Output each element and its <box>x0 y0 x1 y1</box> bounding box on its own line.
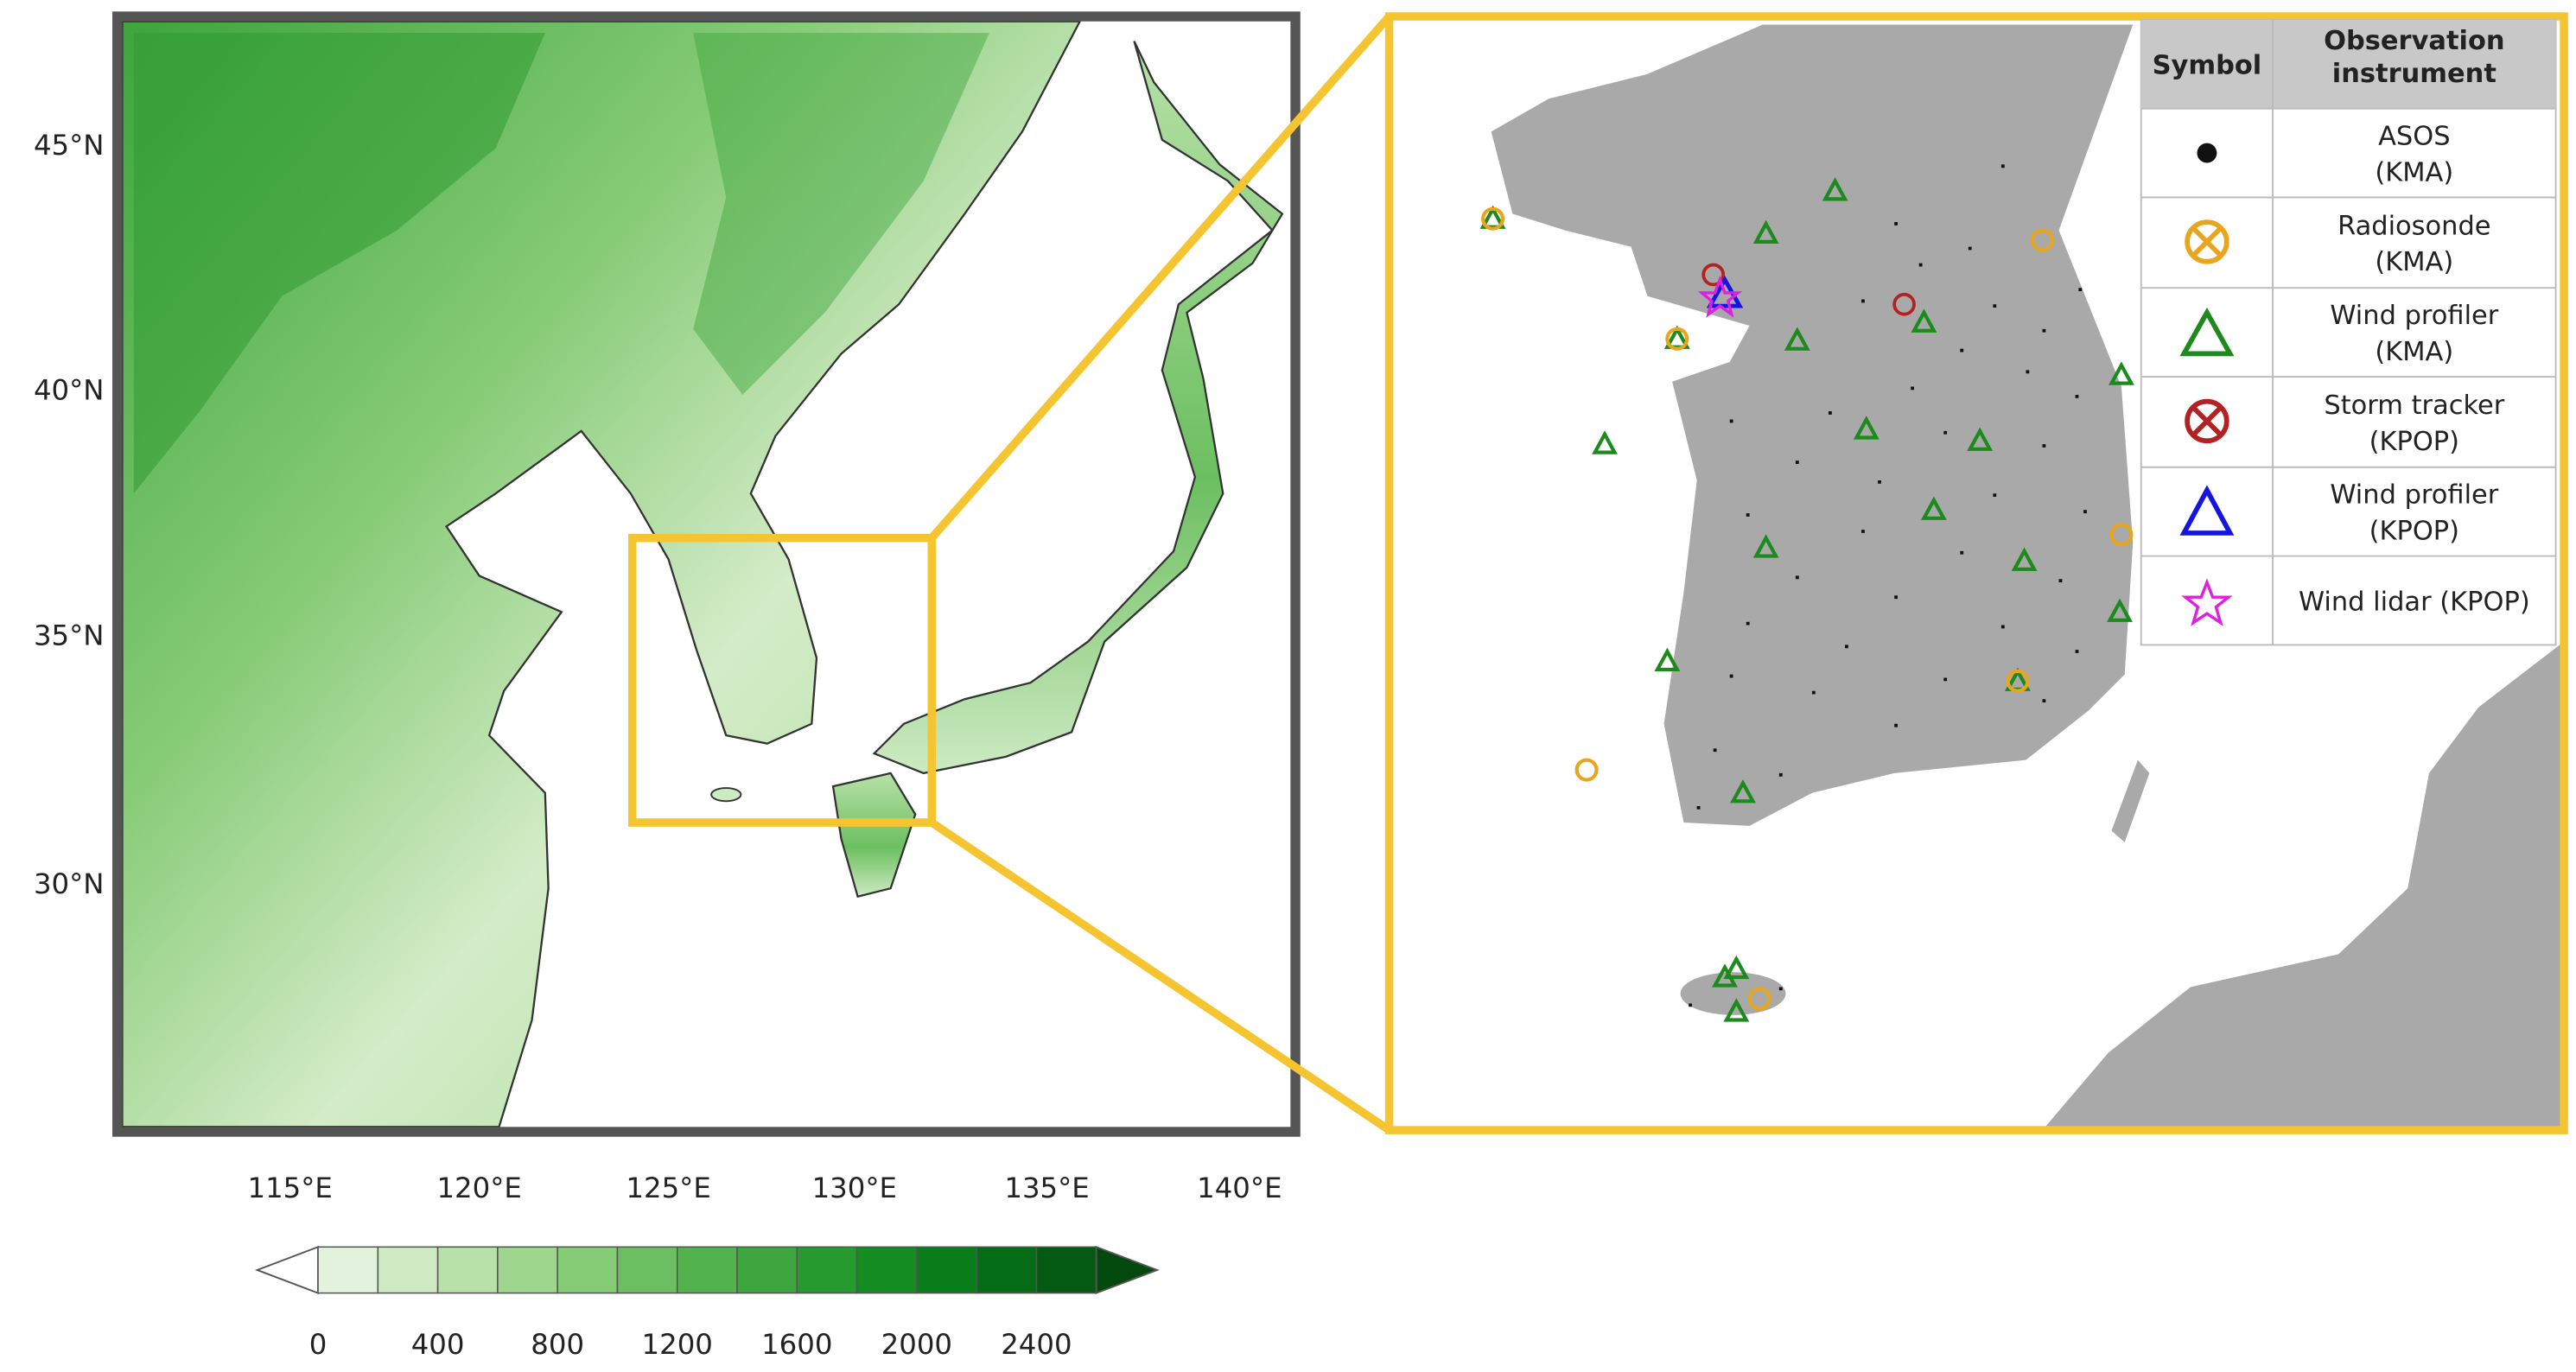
zoom-box <box>627 533 937 827</box>
colorbar-label: 0 <box>309 1328 328 1361</box>
lat-label: 45°N <box>34 129 105 162</box>
colorbar-cell <box>916 1246 977 1294</box>
colorbar-label: 800 <box>531 1328 584 1361</box>
korea <box>1491 24 2134 826</box>
legend-label: ASOS <box>2378 122 2450 152</box>
legend-label: Wind lidar (KPOP) <box>2299 587 2530 617</box>
overview-map <box>112 11 1301 1137</box>
japan <box>2042 641 2565 1131</box>
legend-label: (KPOP) <box>2369 427 2459 457</box>
colorbar-extend-high <box>1095 1245 1160 1294</box>
lat-label: 35°N <box>34 619 105 651</box>
darker-highlands <box>693 33 989 395</box>
tsushima <box>2111 759 2150 842</box>
legend-label: (KMA) <box>2375 157 2453 187</box>
lat-label: 40°N <box>34 374 105 407</box>
colorbar-cell <box>976 1246 1038 1294</box>
colorbar-label: 400 <box>411 1328 465 1361</box>
colorbar-cell <box>736 1246 798 1294</box>
lon-label: 125°E <box>626 1172 710 1204</box>
colorbar-label: 1200 <box>642 1328 713 1361</box>
asos-symbol <box>2197 143 2217 163</box>
wind-lidar <box>1697 275 1742 318</box>
kyushu <box>831 772 917 899</box>
jeju <box>710 787 742 803</box>
legend-header: Symbol <box>2153 51 2262 81</box>
colorbar-cell <box>436 1246 499 1294</box>
legend-label: (KPOP) <box>2369 517 2459 547</box>
continent <box>121 20 1082 1128</box>
colorbar-cell <box>796 1246 858 1294</box>
wind-profiler-symbol <box>2179 307 2235 357</box>
legend-label: Storm tracker <box>2324 391 2504 421</box>
legend-bg <box>2140 18 2557 646</box>
colorbar-label: 2400 <box>1001 1328 1072 1361</box>
legend-header: instrument <box>2332 59 2496 89</box>
lon-label: 130°E <box>812 1172 897 1204</box>
legend-header-bg <box>2140 19 2556 109</box>
wind-profiler-kpop-symbol <box>2179 485 2235 536</box>
zoom-connector <box>928 13 1393 541</box>
japan <box>872 41 1284 775</box>
wind-lidar-symbol <box>2181 578 2233 626</box>
radiosonde-symbol <box>2185 219 2229 264</box>
lat-label: 30°N <box>34 867 105 900</box>
lon-label: 135°E <box>1004 1172 1089 1204</box>
colorbar-extend-low <box>254 1245 319 1294</box>
darker-highlands <box>133 33 545 494</box>
legend-label: (KMA) <box>2375 337 2453 367</box>
colorbar-label: 2000 <box>881 1328 952 1361</box>
radiosondes <box>1481 206 2134 1011</box>
colorbar-label: 1600 <box>761 1328 832 1361</box>
zoom-frame <box>1384 12 2568 1134</box>
storm-tracker-symbol <box>2185 398 2229 444</box>
legend-header: Observation <box>2324 26 2504 56</box>
colorbar-cell <box>557 1246 619 1294</box>
colorbar-cell <box>1035 1246 1097 1294</box>
lon-label: 115°E <box>247 1172 332 1204</box>
jeju <box>1680 972 1786 1015</box>
colorbar-cell <box>616 1246 678 1294</box>
legend-label: Wind profiler <box>2330 301 2498 331</box>
legend-label: (KMA) <box>2375 247 2453 277</box>
map-frame <box>112 11 1301 1137</box>
colorbar-cell <box>377 1246 439 1294</box>
lon-label: 140°E <box>1197 1172 1282 1204</box>
colorbar-cell <box>317 1246 379 1294</box>
legend-label: Radiosonde <box>2337 211 2490 241</box>
zoom-connector <box>929 819 1392 1134</box>
colorbar-cell <box>497 1246 558 1294</box>
colorbar-cell <box>855 1246 918 1294</box>
colorbar-cell <box>676 1246 738 1294</box>
legend-label: Wind profiler <box>2330 480 2498 511</box>
lon-label: 120°E <box>436 1172 521 1204</box>
storm-trackers <box>1701 263 1916 316</box>
